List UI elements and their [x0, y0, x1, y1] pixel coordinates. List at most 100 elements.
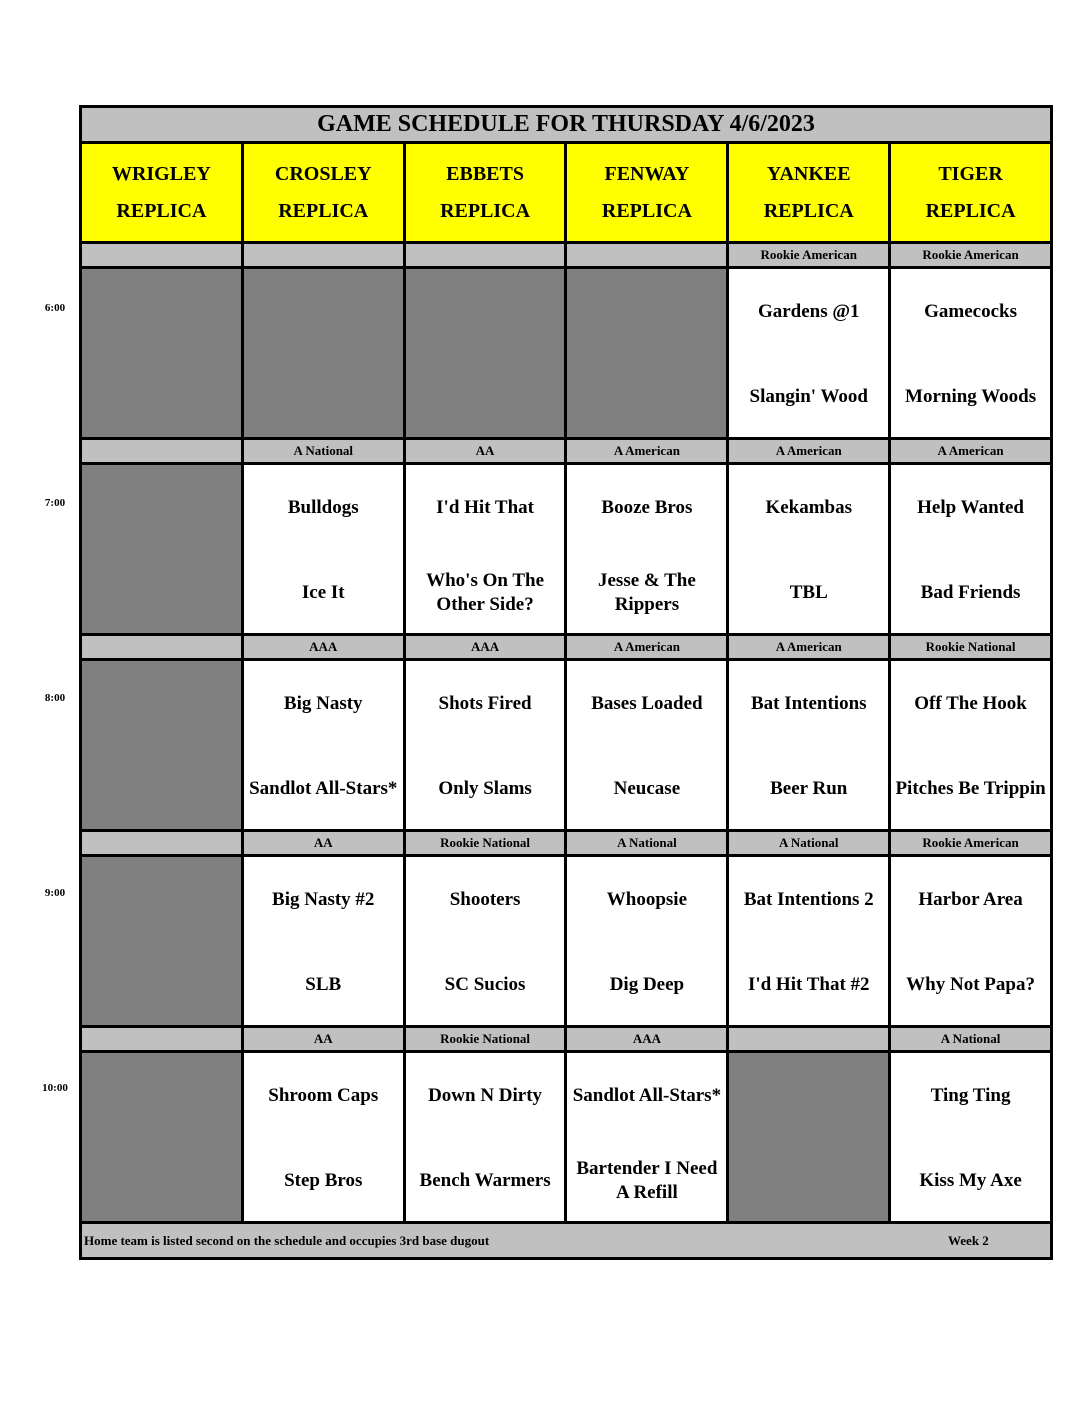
home-team: Jesse & The Rippers: [598, 570, 696, 615]
away-team: Kekambas: [765, 497, 853, 518]
home-team: Bad Friends: [920, 582, 1021, 603]
division-label: A American: [567, 440, 727, 462]
division-label: [82, 636, 241, 658]
division-label: Rookie National: [891, 636, 1050, 658]
away-team: Booze Bros: [601, 497, 693, 518]
time-label: 9:00: [44, 887, 66, 899]
game-cell: I'd Hit That Who's On The Other Side?: [405, 465, 565, 633]
unused-slot: [82, 1053, 241, 1221]
field-header: WRIGLEY REPLICA: [82, 144, 241, 241]
home-team: Morning Woods: [905, 386, 1037, 407]
division-label: Rookie National: [405, 832, 565, 854]
division-label: [82, 244, 241, 266]
away-team: Help Wanted: [917, 497, 1024, 518]
division-label: AAA: [567, 1028, 727, 1050]
division-label: A National: [567, 832, 727, 854]
home-team: Pitches Be Trippin: [895, 778, 1046, 799]
home-team: Neucase: [613, 778, 681, 799]
time-label: 10:00: [42, 1082, 68, 1094]
unused-slot: [567, 269, 727, 437]
home-team: TBL: [789, 582, 828, 603]
away-team: Down N Dirty: [428, 1085, 543, 1106]
away-team: Gamecocks: [924, 301, 1017, 322]
field-name: YANKEE: [766, 163, 851, 185]
field-header: EBBETS REPLICA: [405, 144, 565, 241]
field-header: TIGER REPLICA: [891, 144, 1050, 241]
game-cell: Shots Fired Only Slams: [405, 661, 565, 829]
away-team: Bulldogs: [287, 497, 359, 518]
game-cell: Off The Hook Pitches Be Trippin: [891, 661, 1050, 829]
division-label: [405, 244, 565, 266]
field-header: YANKEE REPLICA: [729, 144, 889, 241]
division-label: A National: [891, 1028, 1050, 1050]
division-label: A National: [729, 832, 889, 854]
game-cell: Bases Loaded Neucase: [567, 661, 727, 829]
game-cell: Ting Ting Kiss My Axe: [891, 1053, 1050, 1221]
home-team: Sandlot All-Stars*: [249, 778, 398, 799]
week-label: Week 2: [948, 1232, 989, 1248]
game-cell: Bulldogs Ice It: [243, 465, 403, 633]
division-label: AA: [243, 832, 403, 854]
away-team: Harbor Area: [918, 889, 1023, 910]
away-team: Sandlot All-Stars*: [572, 1085, 722, 1106]
schedule-title: GAME SCHEDULE FOR THURSDAY 4/6/2023: [82, 108, 1050, 141]
schedule-table: GAME SCHEDULE FOR THURSDAY 4/6/2023 WRIG…: [79, 105, 1053, 1260]
home-team: I'd Hit That #2: [747, 974, 870, 995]
away-team: Bases Loaded: [591, 693, 703, 714]
unused-slot: [243, 269, 403, 437]
home-team: SC Sucios: [444, 974, 526, 995]
home-team: Who's On The Other Side?: [426, 570, 545, 615]
unused-slot: [82, 465, 241, 633]
away-team: I'd Hit That: [436, 497, 534, 518]
unused-slot: [729, 1053, 889, 1221]
home-team: Ice It: [301, 582, 345, 603]
division-label: [243, 244, 403, 266]
away-team: Whoopsie: [606, 889, 688, 910]
game-cell: Shroom Caps Step Bros: [243, 1053, 403, 1221]
division-label: A American: [729, 636, 889, 658]
game-cell: Gardens @1 Slangin' Wood: [729, 269, 889, 437]
time-label: 7:00: [44, 497, 66, 509]
away-team: Shroom Caps: [268, 1085, 379, 1106]
home-team: Dig Deep: [609, 974, 685, 995]
game-cell: Bat Intentions Beer Run: [729, 661, 889, 829]
unused-slot: [82, 857, 241, 1025]
division-label: A National: [243, 440, 403, 462]
away-team: Big Nasty #2: [272, 889, 375, 910]
division-label: [729, 1028, 889, 1050]
game-cell: Shooters SC Sucios: [405, 857, 565, 1025]
field-header: CROSLEY REPLICA: [243, 144, 403, 241]
home-team: SLB: [305, 974, 342, 995]
home-team: Beer Run: [770, 778, 848, 799]
game-cell: Whoopsie Dig Deep: [567, 857, 727, 1025]
away-team: Gardens @1: [757, 301, 860, 322]
game-cell: Down N Dirty Bench Warmers: [405, 1053, 565, 1221]
time-label: 6:00: [44, 302, 66, 314]
division-label: AA: [405, 440, 565, 462]
footer-note: Home team is listed second on the schedu…: [84, 1232, 490, 1248]
away-team: Bat Intentions: [750, 693, 867, 714]
home-team: Kiss My Axe: [919, 1170, 1022, 1191]
unused-slot: [82, 269, 241, 437]
field-name: WRIGLEY: [111, 163, 211, 185]
division-label: A American: [891, 440, 1050, 462]
field-name: TIGER: [938, 163, 1003, 185]
field-name: EBBETS: [446, 163, 524, 185]
unused-slot: [82, 661, 241, 829]
game-cell: Sandlot All-Stars* Bartender I Need A Ref…: [567, 1053, 727, 1221]
division-label: [567, 244, 727, 266]
field-subtitle: REPLICA: [925, 200, 1016, 222]
home-team: Step Bros: [284, 1170, 363, 1191]
game-cell: Harbor Area Why Not Papa?: [891, 857, 1050, 1025]
division-label: AAA: [405, 636, 565, 658]
game-cell: Big Nasty Sandlot All-Stars*: [243, 661, 403, 829]
field-subtitle: REPLICA: [440, 200, 531, 222]
division-label: [82, 1028, 241, 1050]
division-label: A American: [729, 440, 889, 462]
field-header: FENWAY REPLICA: [567, 144, 727, 241]
division-label: Rookie American: [729, 244, 889, 266]
division-label: AAA: [243, 636, 403, 658]
division-label: Rookie American: [891, 244, 1050, 266]
division-label: [82, 440, 241, 462]
away-team: Big Nasty: [283, 693, 363, 714]
